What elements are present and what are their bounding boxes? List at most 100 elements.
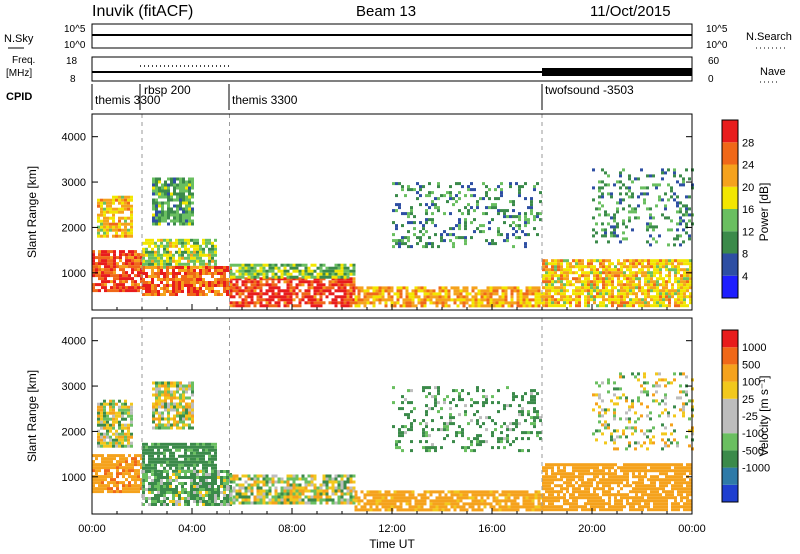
- power-cell-2: [184, 262, 187, 266]
- power-cell-9: [596, 268, 599, 272]
- power-cell-6: [250, 269, 254, 273]
- power-cell-7: [537, 304, 541, 308]
- power-cell-9: [554, 304, 557, 308]
- power-cell-9: [677, 298, 680, 302]
- velocity-cell-7: [458, 425, 461, 429]
- power-cell-4: [176, 177, 179, 181]
- freq-left-label-1: Freq.: [12, 55, 35, 66]
- power-cell-9: [668, 280, 671, 284]
- velocity-cell-7: [410, 389, 413, 393]
- power-cell-4: [191, 210, 194, 214]
- power-cell-4: [167, 177, 170, 181]
- power-cell-6: [262, 266, 266, 270]
- power-cell-10: [625, 225, 628, 229]
- power-cell-4: [182, 210, 185, 214]
- velocity-cell-6: [408, 508, 412, 512]
- velocity-cell-4: [164, 384, 167, 388]
- velocity-cell-7: [497, 401, 500, 405]
- velocity-cell-5: [247, 483, 251, 487]
- power-cell-7: [381, 289, 385, 293]
- velocity-cell-3: [175, 479, 178, 482]
- power-cell-3: [199, 287, 202, 290]
- velocity-cell-4: [191, 405, 194, 409]
- power-cell-5: [247, 292, 251, 296]
- power-cell-3: [151, 272, 154, 275]
- power-cell-9: [593, 277, 596, 281]
- power-cell-6: [277, 266, 281, 270]
- power-cell-8: [467, 209, 470, 213]
- power-cell-9: [662, 286, 665, 290]
- velocity-cell-1: [109, 417, 112, 421]
- power-cell-8: [458, 191, 461, 195]
- power-cell-4: [161, 216, 164, 220]
- power-cell-8: [515, 230, 518, 234]
- power-cell-7: [465, 289, 469, 293]
- power-cell-9: [653, 259, 656, 263]
- power-cell-7: [474, 292, 478, 296]
- power-cell-9: [590, 283, 593, 287]
- velocity-cell-3: [184, 497, 187, 500]
- power-cell-7: [420, 298, 424, 302]
- velocity-cell-5: [301, 489, 305, 493]
- power-cell-4: [185, 222, 188, 226]
- velocity-cell-0: [125, 478, 128, 482]
- power-cell-8: [524, 212, 527, 216]
- power-cell-7: [441, 286, 445, 290]
- power-cell-8: [407, 245, 410, 249]
- power-cell-5: [253, 286, 257, 290]
- power-cell-4: [185, 189, 188, 193]
- power-cell-5: [343, 292, 347, 296]
- power-cell-4: [167, 192, 170, 196]
- velocity-cell-2: [196, 454, 199, 458]
- velocity-cell-1: [112, 423, 115, 427]
- power-cell-3: [178, 284, 181, 287]
- power-cell-5: [250, 301, 254, 305]
- velocity-cell-1: [97, 405, 100, 409]
- velocity-cell-1: [115, 429, 118, 433]
- power-cell-8: [482, 197, 485, 201]
- power-cell-8: [419, 194, 422, 198]
- power-cell-7: [429, 289, 433, 293]
- power-cell-3: [223, 266, 226, 269]
- power-cell-6: [247, 266, 251, 270]
- power-cell-7: [381, 292, 385, 296]
- velocity-cell-6: [480, 508, 484, 512]
- velocity-cell-7: [497, 440, 500, 444]
- velocity-cell-7: [437, 401, 440, 405]
- power-cell-3: [175, 293, 178, 296]
- velocity-cell-6: [459, 505, 463, 509]
- velocity-cell-6: [495, 499, 499, 503]
- power-cell-5: [343, 298, 347, 302]
- power-cell-7: [477, 292, 481, 296]
- velocity-cell-2: [151, 451, 154, 455]
- power-cell-0: [125, 265, 128, 269]
- velocity-cell-7: [461, 431, 464, 435]
- power-cell-7: [441, 298, 445, 302]
- power-cell-3: [193, 281, 196, 284]
- power-cell-8: [413, 188, 416, 192]
- velocity-cell-7: [485, 401, 488, 405]
- power-cell-5: [316, 280, 320, 284]
- power-cell-0: [140, 277, 143, 281]
- power-cell-9: [599, 295, 602, 299]
- velocity-cell-5: [322, 477, 326, 481]
- power-cell-0: [128, 265, 131, 269]
- power-cell-9: [644, 274, 647, 278]
- power-cell-1: [127, 216, 130, 220]
- power-cell-8: [476, 203, 479, 207]
- power-colorbar-tick: 16: [742, 204, 754, 216]
- power-cell-5: [304, 301, 308, 305]
- velocity-cell-0: [134, 463, 137, 467]
- velocity-cell-7: [512, 398, 515, 402]
- power-cell-9: [635, 262, 638, 266]
- velocity-cell-7: [518, 410, 521, 414]
- velocity-cell-4: [185, 414, 188, 418]
- power-cell-6: [322, 269, 326, 273]
- power-cell-4: [161, 195, 164, 199]
- power-cell-9: [665, 280, 668, 284]
- power-cell-3: [199, 281, 202, 284]
- velocity-cell-0: [125, 469, 128, 473]
- power-cell-1: [118, 201, 121, 205]
- power-cell-8: [464, 206, 467, 210]
- velocity-cell-7: [536, 416, 539, 420]
